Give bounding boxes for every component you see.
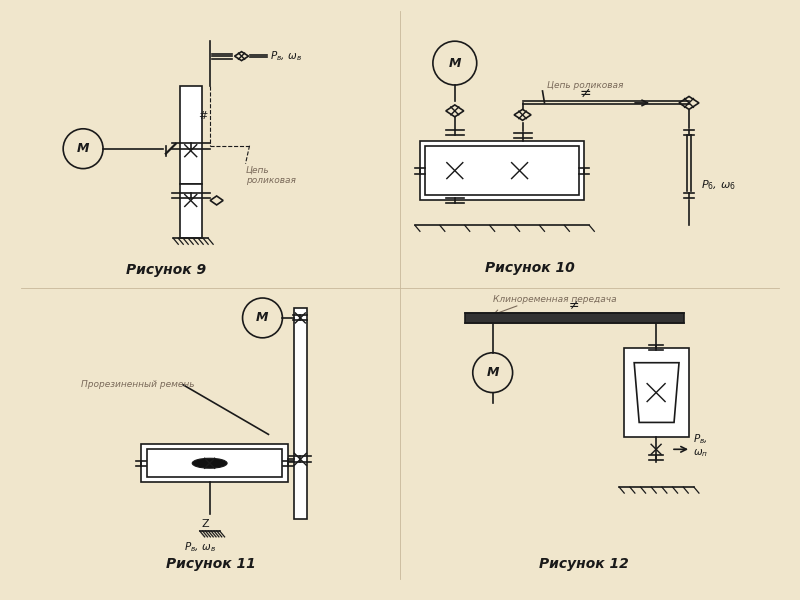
Bar (624, 348, 689, 437)
Bar (180, 86, 202, 184)
Bar (465, 313, 684, 323)
Text: $P_{6}$, $\omega_{6}$: $P_{6}$, $\omega_{6}$ (701, 179, 736, 193)
Text: Цепь роликовая: Цепь роликовая (547, 82, 624, 91)
Bar (465, 313, 684, 323)
Text: Рисунок 10: Рисунок 10 (485, 261, 574, 275)
Text: ≠: ≠ (569, 298, 580, 311)
Bar (425, 146, 579, 196)
Bar (180, 184, 202, 238)
Text: Z: Z (202, 519, 210, 529)
Text: Рисунок 12: Рисунок 12 (539, 557, 630, 571)
Text: Клиноременная передача: Клиноременная передача (493, 295, 616, 304)
Text: $P_{в}$,
$\omega_{п}$: $P_{в}$, $\omega_{п}$ (693, 432, 708, 459)
Bar (141, 445, 288, 482)
Text: $P_{в}$, $\omega_{в}$: $P_{в}$, $\omega_{в}$ (184, 540, 216, 554)
Text: М: М (486, 366, 499, 379)
Text: Рисунок 11: Рисунок 11 (166, 557, 255, 571)
Ellipse shape (192, 458, 227, 468)
Text: Прорезиненный ремень: Прорезиненный ремень (81, 380, 194, 389)
Bar (420, 141, 584, 200)
Text: М: М (449, 56, 461, 70)
Text: ≠: ≠ (579, 86, 591, 100)
Text: М: М (77, 142, 90, 155)
Text: #: # (198, 111, 207, 121)
Text: Рисунок 9: Рисунок 9 (126, 263, 206, 277)
Text: $P_{в}$, $\omega_{в}$: $P_{в}$, $\omega_{в}$ (270, 49, 302, 63)
Bar (294, 308, 307, 519)
Bar (147, 449, 282, 477)
Text: М: М (256, 311, 269, 325)
Text: Цепь
роликовая: Цепь роликовая (246, 166, 295, 185)
